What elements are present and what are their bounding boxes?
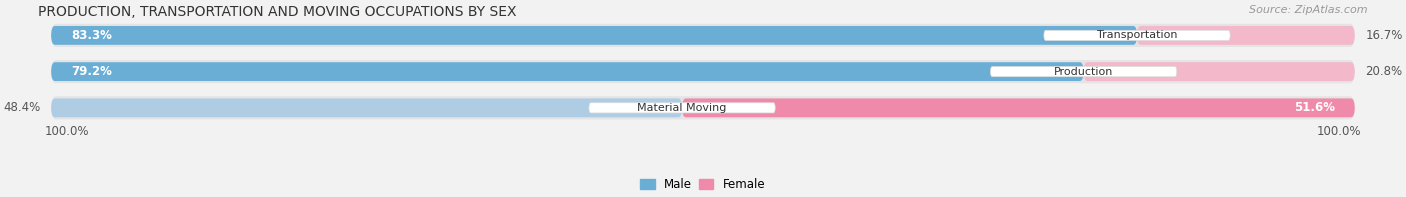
Text: 48.4%: 48.4% [3,101,41,114]
Text: Production: Production [1054,67,1114,77]
FancyBboxPatch shape [682,98,1355,117]
FancyBboxPatch shape [51,98,682,117]
Text: Transportation: Transportation [1097,30,1177,40]
FancyBboxPatch shape [51,24,1355,47]
Text: Material Moving: Material Moving [637,103,727,113]
FancyBboxPatch shape [1137,26,1355,45]
Text: PRODUCTION, TRANSPORTATION AND MOVING OCCUPATIONS BY SEX: PRODUCTION, TRANSPORTATION AND MOVING OC… [38,5,516,19]
Legend: Male, Female: Male, Female [636,174,770,196]
Text: Source: ZipAtlas.com: Source: ZipAtlas.com [1250,5,1368,15]
FancyBboxPatch shape [1043,30,1230,40]
FancyBboxPatch shape [990,67,1177,77]
Text: 100.0%: 100.0% [45,125,89,138]
Text: 83.3%: 83.3% [72,29,112,42]
FancyBboxPatch shape [51,26,1137,45]
FancyBboxPatch shape [51,96,1355,119]
FancyBboxPatch shape [51,60,1355,83]
Text: 16.7%: 16.7% [1365,29,1403,42]
FancyBboxPatch shape [589,103,775,113]
FancyBboxPatch shape [51,62,1084,81]
Text: 79.2%: 79.2% [72,65,112,78]
Text: 20.8%: 20.8% [1365,65,1403,78]
Text: 100.0%: 100.0% [1317,125,1361,138]
Text: 51.6%: 51.6% [1294,101,1334,114]
FancyBboxPatch shape [1084,62,1355,81]
